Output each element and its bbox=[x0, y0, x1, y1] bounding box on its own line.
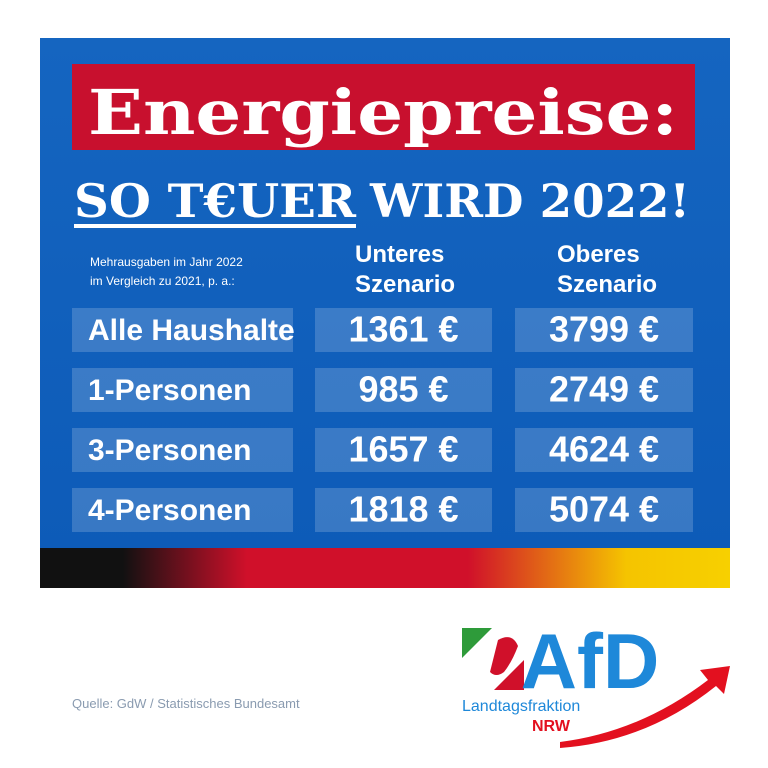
column-header: Szenario bbox=[557, 271, 657, 298]
table-body: Alle Haushalte 1361 € 3799 € 1-Personen 985 … bbox=[72, 308, 693, 532]
table-cell bbox=[72, 488, 293, 532]
cell-value: 985 € bbox=[358, 369, 448, 410]
table-cell bbox=[315, 368, 492, 412]
column-header: Oberes bbox=[557, 241, 640, 268]
column-header: Unteres bbox=[355, 241, 444, 268]
table-cell bbox=[315, 488, 492, 532]
column-header: Szenario bbox=[355, 271, 455, 298]
table-cell bbox=[72, 308, 293, 352]
logo-name: AfD bbox=[521, 617, 660, 705]
logo-arrow bbox=[560, 666, 730, 748]
logo-emblem-red bbox=[494, 660, 524, 690]
underline bbox=[74, 224, 356, 228]
row-label: 1-Personen bbox=[88, 374, 251, 407]
cell-value: 3799 € bbox=[549, 309, 659, 350]
table-cell bbox=[72, 428, 293, 472]
logo-emblem-horse bbox=[490, 637, 518, 675]
table-cell bbox=[515, 488, 693, 532]
logo: AfD Landtagsfraktion NRW bbox=[462, 617, 730, 748]
logo-emblem-green bbox=[462, 628, 492, 658]
source: Quelle: GdW / Statistisches Bundesamt bbox=[72, 696, 300, 711]
table-note: im Vergleich zu 2021, p. a.: bbox=[90, 274, 235, 288]
cell-value: 5074 € bbox=[549, 489, 659, 530]
subtitle: WIRD 2022! bbox=[369, 174, 690, 228]
title-box bbox=[72, 64, 695, 150]
table-cell bbox=[72, 368, 293, 412]
cell-value: 4624 € bbox=[549, 429, 659, 470]
row-label: 4-Personen bbox=[88, 494, 251, 527]
cell-value: 2749 € bbox=[549, 369, 659, 410]
table-cell bbox=[315, 428, 492, 472]
cell-value: 1818 € bbox=[348, 489, 458, 530]
row-label: 3-Personen bbox=[88, 434, 251, 467]
cell-value: 1657 € bbox=[348, 429, 458, 470]
logo-line1: Landtagsfraktion bbox=[462, 698, 580, 715]
table-cell bbox=[515, 368, 693, 412]
logo-line2: NRW bbox=[532, 718, 571, 735]
cell-value: 1361 € bbox=[348, 309, 458, 350]
table-cell bbox=[315, 308, 492, 352]
flag-stripe bbox=[40, 548, 730, 588]
table-cell bbox=[515, 308, 693, 352]
row-label: Alle Haushalte bbox=[88, 314, 295, 347]
title: Energiepreise: bbox=[88, 76, 678, 149]
table-note: Mehrausgaben im Jahr 2022 bbox=[90, 255, 243, 269]
table-cell bbox=[515, 428, 693, 472]
subtitle-highlight: SO T€UER bbox=[74, 174, 357, 228]
